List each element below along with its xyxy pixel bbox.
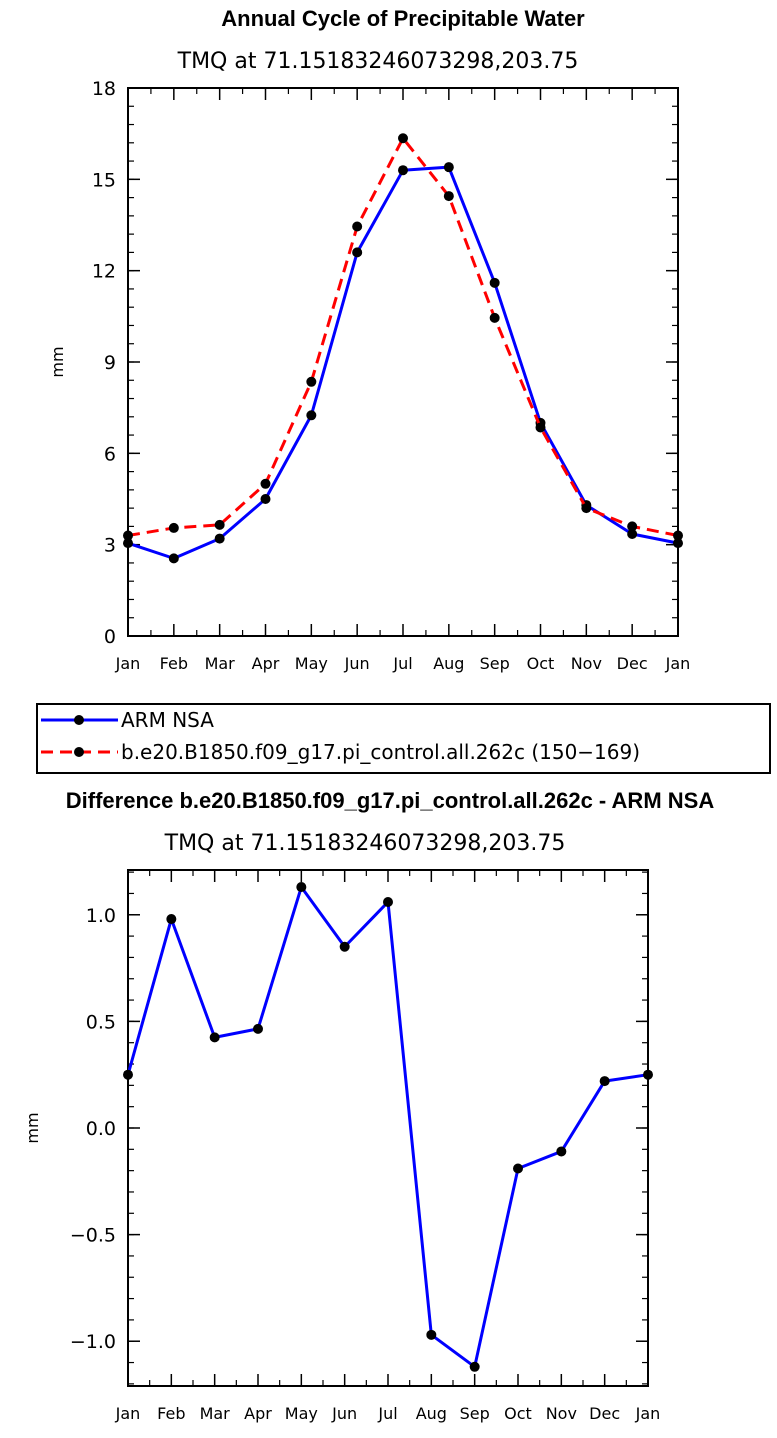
bottom-chart-xtick-label: Jun	[331, 1404, 357, 1423]
bottom-chart-series-0-point	[426, 1329, 437, 1340]
top-chart-series-1-line	[127, 136, 679, 538]
bottom-chart-ytick-label: −0.5	[70, 1225, 116, 1247]
bottom-chart-series-0-point	[643, 1069, 653, 1080]
top-chart-title: Annual Cycle of Precipitable Water	[221, 6, 585, 31]
bottom-chart-series-0-point	[296, 882, 307, 893]
top-chart-plot: Jan Feb Mar Apr May Jun Jul Aug Sep Oct Nov Dec Jan 0…	[92, 78, 691, 673]
bottom-chart-xtick-label: Dec	[589, 1404, 620, 1423]
legend: ARM NSA b.e20.B1850.f09_g17.pi_control.a…	[36, 703, 771, 774]
top-chart-series-1-point	[443, 191, 454, 202]
bottom-chart-series-0-line	[126, 885, 649, 1369]
top-chart-series-0-point	[489, 277, 500, 288]
top-chart-series-1-point	[352, 221, 363, 232]
bottom-chart-series-0-point	[469, 1361, 480, 1372]
bottom-chart-series-0-point	[253, 1023, 263, 1034]
top-chart-series-0-point	[443, 162, 454, 173]
bottom-chart-ytick-label: 0.5	[86, 1011, 116, 1033]
bottom-chart-xtick-label: Aug	[416, 1404, 447, 1423]
bottom-chart-series-0-point	[513, 1163, 523, 1174]
top-chart-series-1-point	[627, 521, 638, 532]
top-chart-xtick-label: Jan	[665, 654, 691, 673]
legend-box	[36, 703, 771, 774]
top-chart-xtick-label: Mar	[205, 654, 236, 673]
bottom-chart-series-0-point	[209, 1032, 220, 1043]
bottom-chart-xtick-label: Oct	[504, 1404, 532, 1423]
bottom-chart-xtick-label: May	[285, 1404, 318, 1423]
bottom-chart-title: Difference b.e20.B1850.f09_g17.pi_contro…	[66, 788, 715, 813]
legend-label-arm: ARM NSA	[121, 708, 214, 732]
bottom-chart-series-0-point	[339, 941, 350, 952]
top-chart-series-0-point	[352, 247, 363, 258]
top-chart-series-1-point	[535, 422, 546, 433]
legend-label-model: b.e20.B1850.f09_g17.pi_control.all.262c …	[121, 740, 640, 764]
top-chart-series-0-point	[214, 533, 225, 544]
top-chart-ytick-label: 9	[104, 352, 116, 374]
top-chart-xtick-label: Apr	[252, 654, 280, 673]
bottom-chart-xtick-label: Nov	[546, 1404, 577, 1423]
top-chart-ytick-label: 6	[104, 443, 116, 465]
top-chart-series-0-point	[260, 494, 271, 504]
top-chart-xtick-label: Dec	[617, 654, 648, 673]
top-chart-series-0-point	[306, 410, 317, 421]
top-chart-subtitle: TMQ at 71.15183246073298,203.75	[177, 49, 579, 74]
top-chart-series-0-point	[673, 538, 683, 549]
top-chart-series-0-point	[123, 538, 133, 549]
top-chart-ytick-label: 15	[92, 169, 116, 191]
bottom-chart-ylabel: mm	[23, 1112, 42, 1143]
bottom-chart-xtick-label: Mar	[200, 1404, 231, 1423]
top-chart-xtick-label: Feb	[160, 654, 188, 673]
top-chart-series-1-point	[673, 530, 683, 541]
legend-marker-arm	[74, 715, 84, 725]
top-chart-series-0-point	[398, 165, 408, 176]
top-chart-series-0-point	[168, 553, 179, 564]
top-chart-series-1-point	[489, 312, 500, 323]
bottom-chart-ytick-label: 1.0	[86, 905, 116, 927]
top-chart-xtick-label: Aug	[433, 654, 464, 673]
bottom-chart-series-0-point	[599, 1076, 610, 1087]
bottom-chart-xtick-label: Sep	[460, 1404, 490, 1423]
top-chart-xtick-label: Nov	[571, 654, 602, 673]
top-chart-series-1-point	[306, 376, 317, 387]
bottom-chart-series-0-point	[166, 914, 177, 925]
top-chart-series-0-point	[627, 529, 638, 540]
top-chart-xtick-label: Oct	[527, 654, 555, 673]
top-chart-ylabel: mm	[48, 346, 67, 377]
top-chart-ytick-label: 18	[92, 78, 116, 100]
top-chart-series-0-line	[127, 165, 679, 560]
bottom-chart-ytick-label: 0.0	[86, 1118, 116, 1140]
top-chart-ytick-label: 0	[104, 626, 116, 648]
bottom-chart-xtick-label: Apr	[244, 1404, 272, 1423]
top-chart-xtick-label: Jan	[115, 654, 141, 673]
bottom-chart-subtitle: TMQ at 71.15183246073298,203.75	[164, 831, 566, 856]
top-chart-xtick-label: Sep	[480, 654, 510, 673]
bottom-chart-ytick-label: −1.0	[70, 1331, 116, 1353]
bottom-chart-plot: Jan Feb Mar Apr May Jun Jul Aug Sep Oct Nov Dec Jan −…	[70, 869, 661, 1423]
top-chart-ytick-label: 3	[104, 535, 116, 557]
top-chart-ytick-label: 12	[92, 261, 116, 283]
bottom-chart-frame	[127, 869, 649, 1387]
bottom-chart-xtick-label: Jan	[115, 1404, 141, 1423]
top-chart-xtick-label: May	[295, 654, 328, 673]
legend-marker-model	[74, 747, 84, 757]
bottom-chart-xtick-label: Jan	[635, 1404, 661, 1423]
bottom-chart-xtick-label: Jul	[377, 1404, 397, 1423]
top-chart-series-1-point	[168, 522, 179, 533]
bottom-chart-xtick-label: Feb	[157, 1404, 185, 1423]
top-chart-series-1-point	[398, 133, 408, 144]
top-chart-series-1-point	[123, 530, 133, 541]
bottom-chart-series-0-point	[383, 896, 393, 907]
bottom-chart-series-0-point	[123, 1069, 133, 1080]
top-chart-series-1-point	[581, 503, 592, 514]
top-chart-xtick-label: Jul	[392, 654, 412, 673]
top-chart-xtick-label: Jun	[344, 654, 370, 673]
top-chart-series-1-point	[260, 478, 271, 489]
top-chart-series-1-point	[214, 519, 225, 530]
bottom-chart-series-0-point	[556, 1146, 567, 1157]
